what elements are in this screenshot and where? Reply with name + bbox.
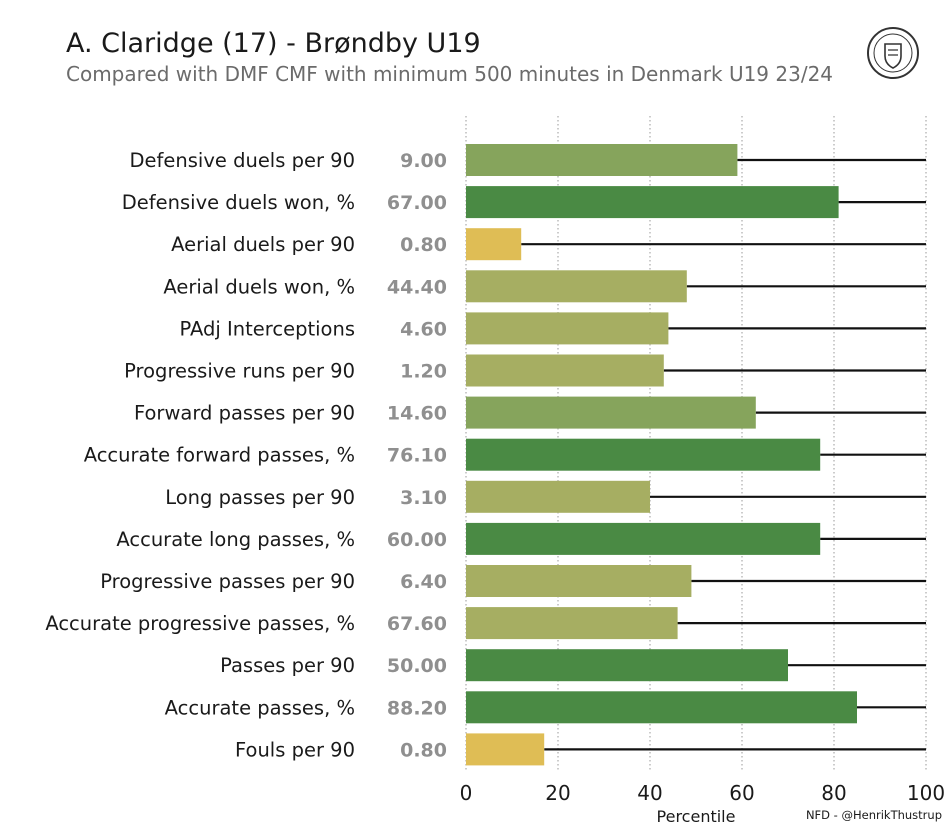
category-label: Accurate forward passes, %	[84, 444, 355, 467]
raw-value-label: 9.00	[400, 150, 447, 172]
chart-subtitle: Compared with DMF CMF with minimum 500 m…	[66, 62, 834, 86]
category-label: Accurate long passes, %	[116, 528, 355, 551]
bar-11	[466, 607, 678, 640]
category-label: Forward passes per 90	[134, 402, 355, 425]
raw-value-label: 3.10	[400, 487, 447, 509]
bar-5	[466, 354, 664, 387]
category-label: Passes per 90	[220, 654, 355, 677]
category-label: Long passes per 90	[165, 486, 355, 509]
nordic-football-crest-icon	[867, 27, 919, 79]
x-tick-label: 80	[821, 781, 846, 805]
chart-title: A. Claridge (17) - Brøndby U19	[66, 28, 481, 59]
category-label: Aerial duels per 90	[171, 233, 355, 256]
category-label: Accurate progressive passes, %	[45, 612, 355, 635]
raw-value-label: 6.40	[400, 571, 447, 593]
category-label: Defensive duels won, %	[122, 191, 355, 214]
raw-value-label: 88.20	[387, 697, 447, 719]
bar-13	[466, 691, 857, 724]
bar-0	[466, 144, 738, 176]
x-tick-label: 100	[907, 781, 945, 805]
bar-3	[466, 270, 687, 303]
x-tick-label: 40	[637, 781, 662, 805]
x-axis-label: Percentile	[657, 807, 736, 826]
x-tick-label: 60	[729, 781, 754, 805]
bar-9	[466, 522, 821, 555]
raw-value-label: 67.00	[387, 192, 447, 214]
category-label: Accurate passes, %	[165, 696, 355, 719]
bar-7	[466, 438, 821, 471]
bar-14	[466, 733, 545, 766]
raw-value-label: 14.60	[387, 403, 447, 425]
credit-text: NFD - @HenrikThustrup	[805, 808, 942, 822]
category-label: Defensive duels per 90	[130, 149, 355, 172]
raw-value-label: 76.10	[387, 445, 447, 467]
x-tick-label: 20	[545, 781, 570, 805]
raw-value-label: 1.20	[400, 361, 447, 383]
raw-value-label: 0.80	[400, 234, 447, 256]
bar-8	[466, 480, 650, 513]
category-label: PAdj Interceptions	[180, 317, 355, 340]
bar-12	[466, 649, 788, 682]
bar-6	[466, 396, 756, 429]
raw-value-label: 50.00	[387, 655, 447, 677]
category-label: Fouls per 90	[235, 738, 355, 761]
category-label: Aerial duels won, %	[163, 275, 355, 298]
category-label: Progressive runs per 90	[124, 360, 355, 383]
raw-value-label: 67.60	[387, 613, 447, 635]
x-tick-label: 0	[460, 781, 473, 805]
bar-4	[466, 312, 669, 345]
bar-2	[466, 228, 522, 261]
raw-value-label: 60.00	[387, 529, 447, 551]
raw-value-label: 4.60	[400, 318, 447, 340]
raw-value-label: 44.40	[387, 276, 447, 298]
bar-1	[466, 186, 839, 219]
raw-value-label: 0.80	[400, 739, 447, 761]
category-label: Progressive passes per 90	[100, 570, 355, 593]
bar-10	[466, 565, 692, 597]
